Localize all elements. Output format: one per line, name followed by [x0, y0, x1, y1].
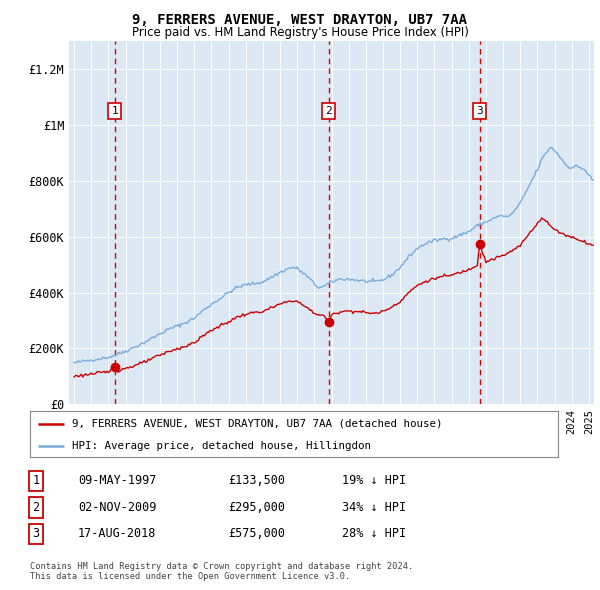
- Text: Contains HM Land Registry data © Crown copyright and database right 2024.
This d: Contains HM Land Registry data © Crown c…: [30, 562, 413, 581]
- Text: 28% ↓ HPI: 28% ↓ HPI: [342, 527, 406, 540]
- Text: 3: 3: [32, 527, 40, 540]
- Text: £133,500: £133,500: [228, 474, 285, 487]
- Text: £295,000: £295,000: [228, 501, 285, 514]
- Text: 19% ↓ HPI: 19% ↓ HPI: [342, 474, 406, 487]
- Text: 34% ↓ HPI: 34% ↓ HPI: [342, 501, 406, 514]
- Text: 09-MAY-1997: 09-MAY-1997: [78, 474, 157, 487]
- Text: 9, FERRERS AVENUE, WEST DRAYTON, UB7 7AA (detached house): 9, FERRERS AVENUE, WEST DRAYTON, UB7 7AA…: [72, 419, 443, 429]
- Text: 02-NOV-2009: 02-NOV-2009: [78, 501, 157, 514]
- Text: 3: 3: [476, 106, 483, 116]
- Text: Price paid vs. HM Land Registry's House Price Index (HPI): Price paid vs. HM Land Registry's House …: [131, 26, 469, 39]
- Text: 1: 1: [111, 106, 118, 116]
- Text: 9, FERRERS AVENUE, WEST DRAYTON, UB7 7AA: 9, FERRERS AVENUE, WEST DRAYTON, UB7 7AA: [133, 13, 467, 27]
- Text: HPI: Average price, detached house, Hillingdon: HPI: Average price, detached house, Hill…: [72, 441, 371, 451]
- Text: £575,000: £575,000: [228, 527, 285, 540]
- Text: 2: 2: [325, 106, 332, 116]
- Text: 17-AUG-2018: 17-AUG-2018: [78, 527, 157, 540]
- Text: 1: 1: [32, 474, 40, 487]
- Text: 2: 2: [32, 501, 40, 514]
